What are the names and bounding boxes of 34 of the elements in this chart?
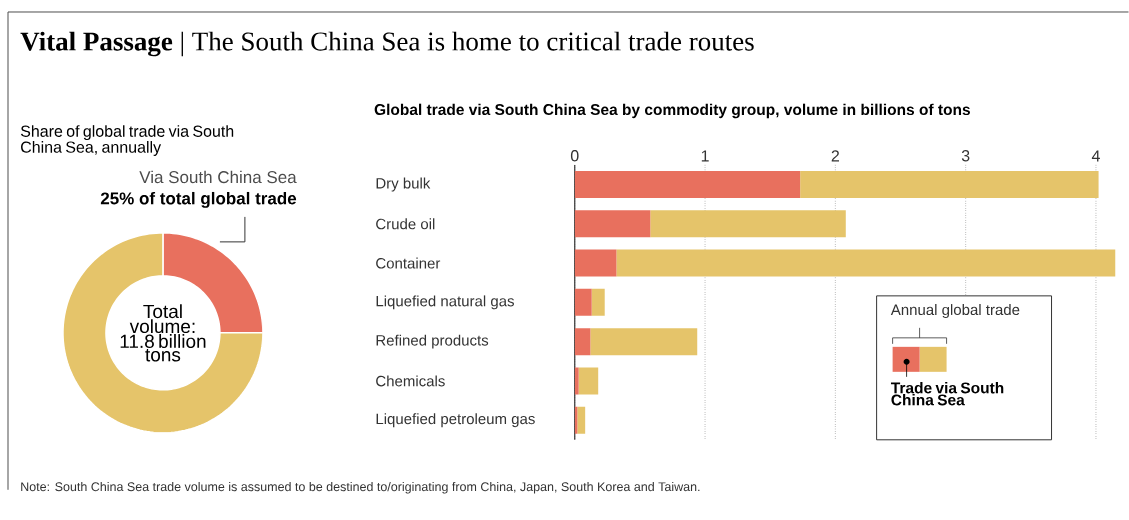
y-tick-label: Dry bulk bbox=[376, 177, 431, 192]
bar bbox=[574, 288, 592, 316]
bar bbox=[574, 210, 651, 238]
series-label: Annual global trade bbox=[890, 304, 1020, 319]
bar bbox=[578, 367, 599, 395]
text: Vital Passage | The South China Sea is home to critical trade routes bbox=[20, 31, 754, 57]
bar bbox=[574, 249, 617, 277]
bar bbox=[574, 328, 591, 356]
bar bbox=[616, 249, 1116, 277]
bar bbox=[590, 328, 698, 356]
y-tick-label: Liquefied petroleum gas bbox=[376, 413, 535, 428]
y-tick-label: Chemicals bbox=[376, 375, 445, 387]
y-tick-label: Crude oil bbox=[376, 218, 435, 230]
bar bbox=[577, 406, 586, 434]
y-tick-label: Refined products bbox=[376, 334, 489, 349]
bar bbox=[574, 171, 801, 199]
bar bbox=[574, 367, 579, 395]
x-tick-label: 4 bbox=[1091, 150, 1100, 162]
bar bbox=[650, 210, 846, 238]
x-tick-label: 2 bbox=[831, 150, 839, 162]
chart-subtitle: Share of global trade via South China Sea, annually bbox=[20, 125, 234, 157]
bar bbox=[591, 288, 605, 316]
legend-label: Trade via South China Sea bbox=[890, 382, 1004, 406]
y-tick-label: Liquefied natural gas bbox=[376, 295, 514, 310]
x-tick-label: 3 bbox=[961, 150, 970, 162]
data-label: 25% of total global trade bbox=[100, 192, 297, 208]
x-tick-label: 0 bbox=[570, 150, 579, 162]
bar bbox=[800, 171, 1099, 199]
x-tick-label: 1 bbox=[701, 150, 709, 162]
text: Total volume: 11.8 billion tons bbox=[120, 304, 206, 362]
text: Note: South China Sea trade volume is assumed to be destined to/originating from China, Japan, South Korea and Taiwan. bbox=[21, 482, 700, 494]
chart-title: Global trade via South China Sea by commodity group, volume in billions of tons bbox=[374, 103, 970, 119]
y-tick-label: Container bbox=[376, 257, 441, 269]
slice-label: Via South China Sea bbox=[139, 170, 297, 184]
